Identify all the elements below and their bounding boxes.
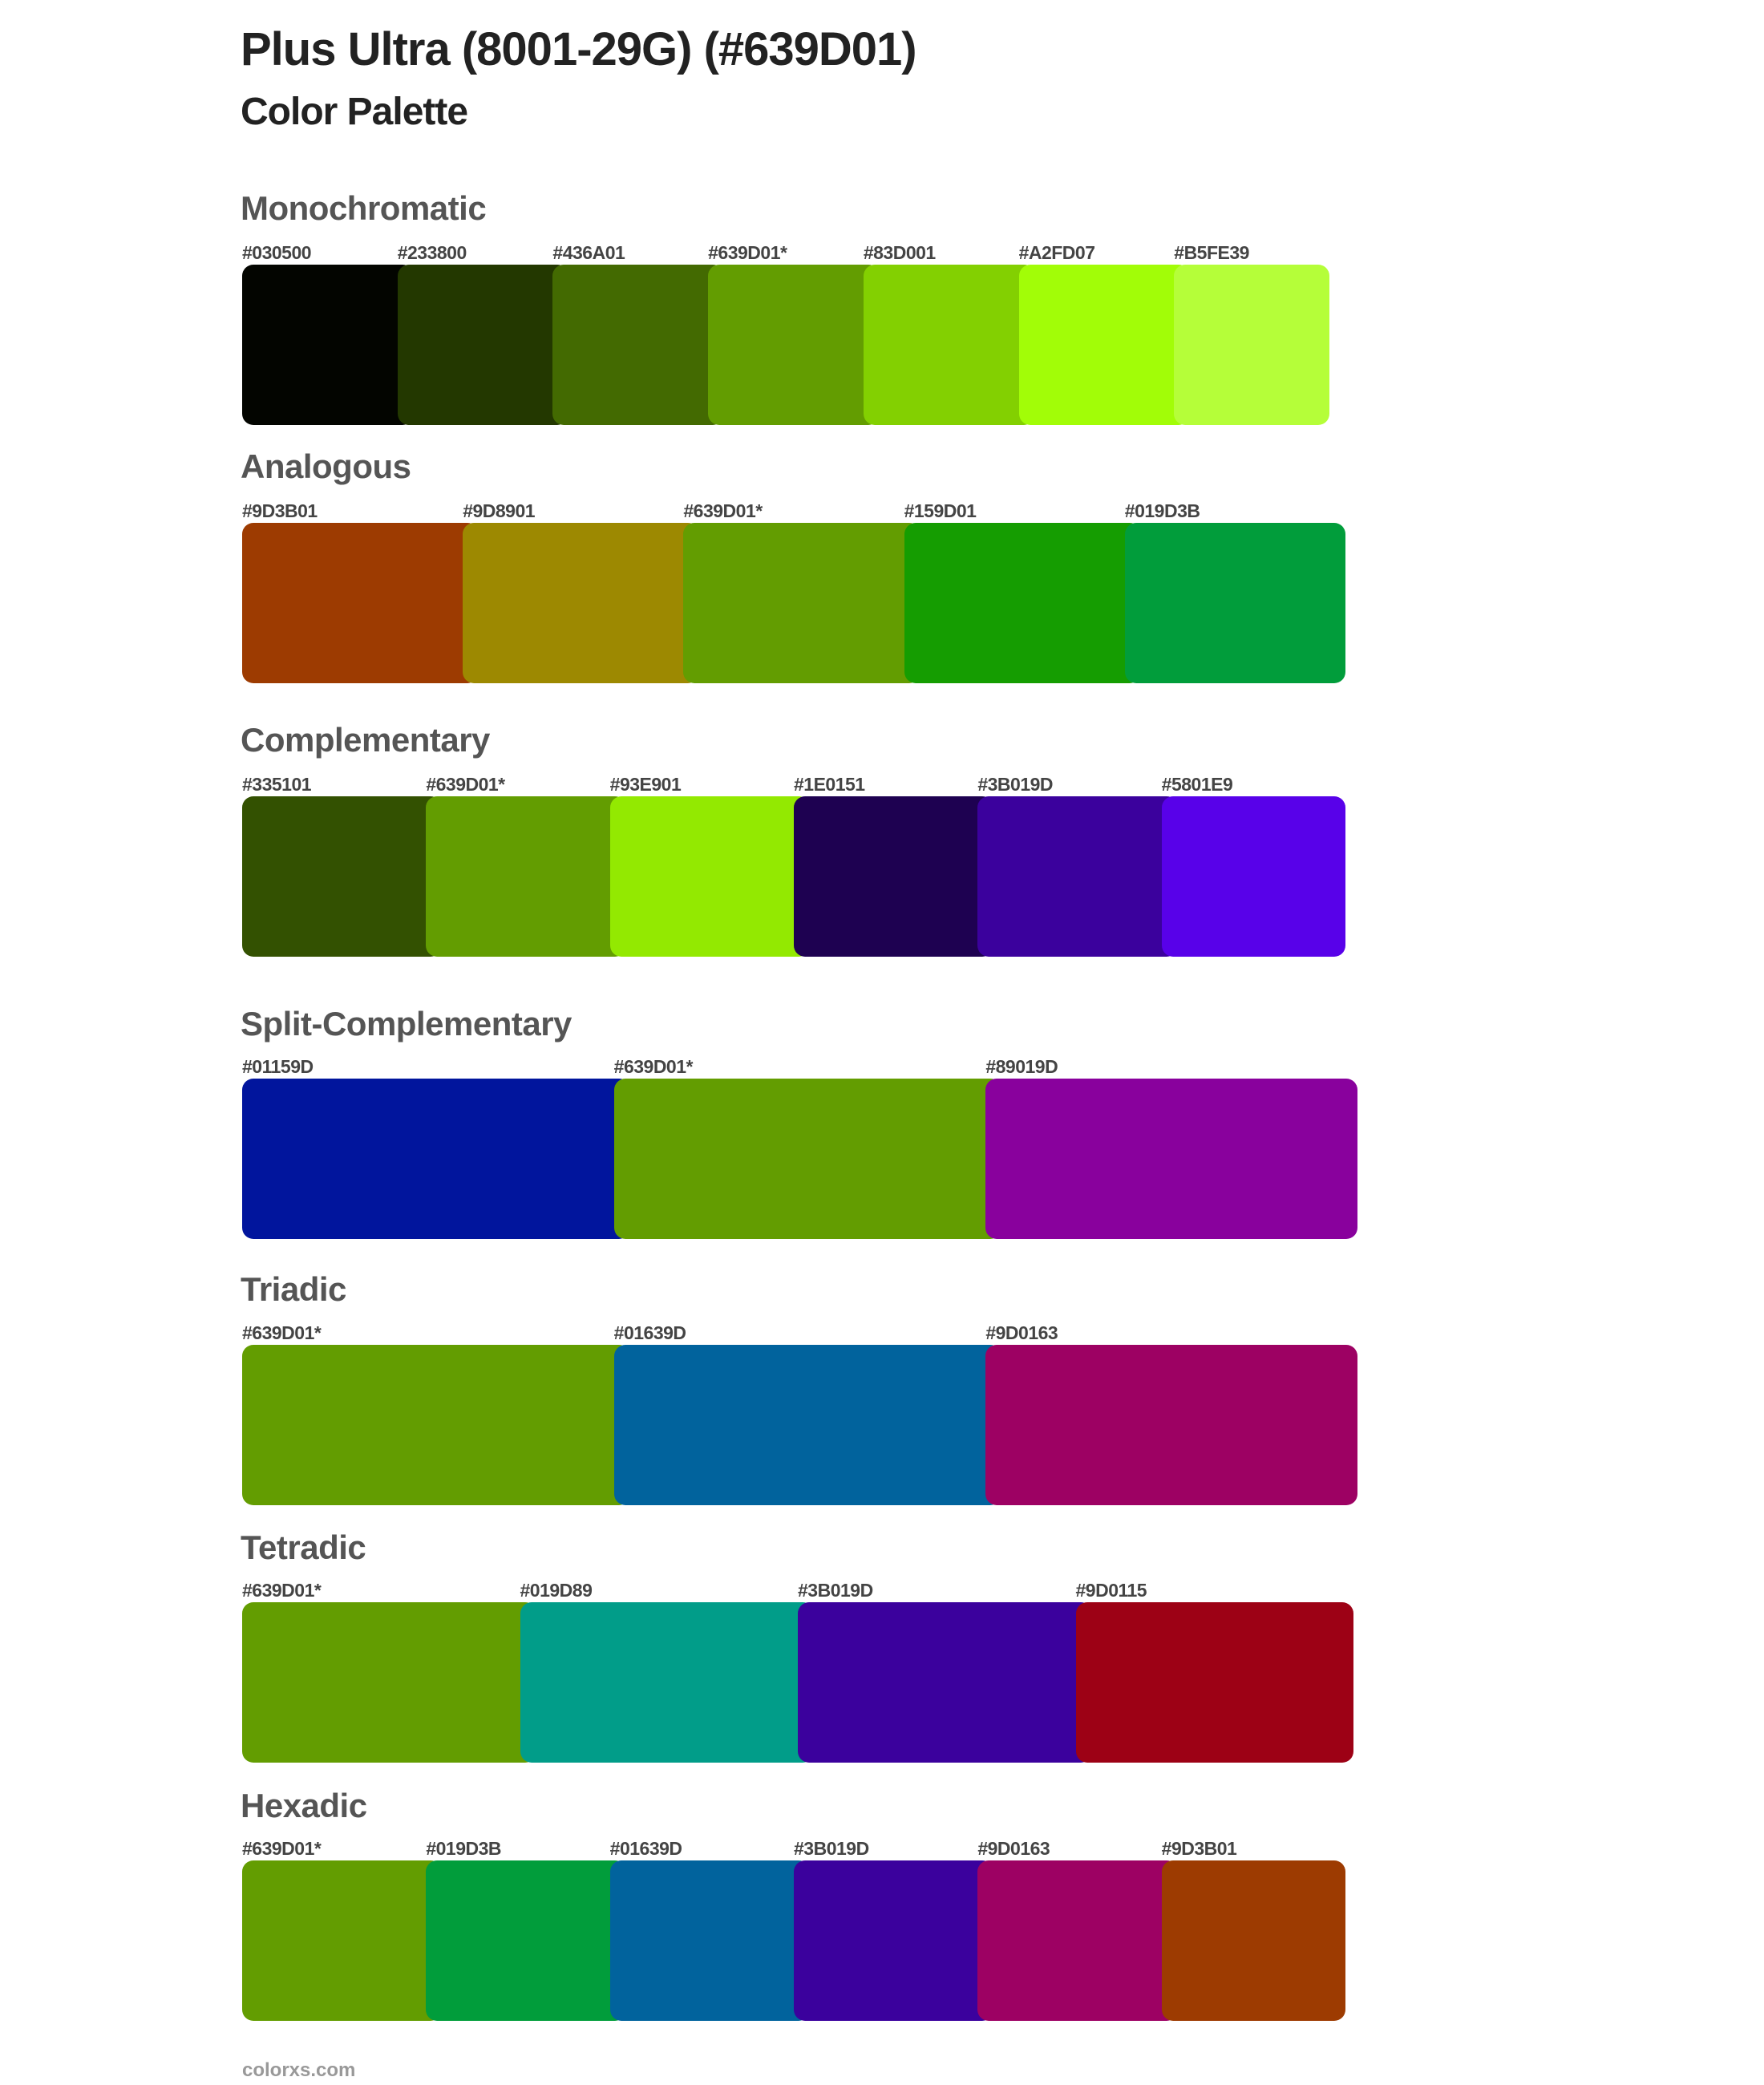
color-swatch[interactable] [520,1602,814,1763]
color-swatch[interactable] [683,523,920,683]
swatch-label: #9D3B01 [1161,1838,1237,1859]
section-heading: Triadic [241,1270,346,1308]
color-swatch[interactable] [242,1860,443,2021]
color-swatch[interactable] [977,1860,1178,2021]
page-title: Plus Ultra (8001-29G) (#639D01) [241,23,917,75]
swatch-label: #89019D [985,1056,1058,1077]
swatch-label: #9D0115 [1075,1580,1147,1601]
color-swatch[interactable] [463,523,700,683]
footer-link[interactable]: colorxs.com [242,2059,356,2081]
swatch-label: #436A01 [552,242,625,263]
swatch-label: #639D01* [683,500,763,521]
swatch-label: #639D01* [242,1322,322,1343]
swatch-label: #9D3B01 [242,500,318,521]
swatch-label: #9D0163 [977,1838,1050,1859]
section-heading: Monochromatic [241,189,487,227]
color-swatch[interactable] [1075,1602,1353,1763]
swatch-label: #01639D [613,1322,686,1343]
swatch-label: #019D3B [1124,500,1200,521]
page-subtitle: Color Palette [241,91,468,133]
swatch-label: #01639D [609,1838,682,1859]
swatch-label: #159D01 [904,500,977,521]
color-swatch[interactable] [242,523,479,683]
swatch-label: #233800 [397,242,467,263]
swatch-label: #3B019D [977,774,1054,795]
color-swatch[interactable] [242,1602,536,1763]
swatch-label: #030500 [242,242,312,263]
color-swatch[interactable] [552,265,725,425]
color-swatch[interactable] [609,796,810,957]
swatch-label: #639D01* [613,1056,694,1077]
swatch-label: #9D8901 [463,500,536,521]
color-swatch[interactable] [794,1860,994,2021]
color-swatch[interactable] [904,523,1141,683]
swatch-label: #1E0151 [794,774,865,795]
color-swatch[interactable] [609,1860,810,2021]
color-swatch[interactable] [242,1345,630,1505]
color-swatch[interactable] [985,1079,1357,1239]
color-swatch[interactable] [613,1345,1002,1505]
section-heading: Hexadic [241,1787,367,1824]
swatch-label: #83D001 [863,242,936,263]
swatch-label: #019D89 [520,1580,593,1601]
swatch-label: #3B019D [794,1838,869,1859]
color-swatch[interactable] [1124,523,1345,683]
swatch-label: #639D01* [242,1580,322,1601]
swatch-label: #335101 [242,774,312,795]
color-swatch[interactable] [242,265,414,425]
swatch-label: #639D01* [242,1838,322,1859]
color-swatch[interactable] [242,1079,630,1239]
color-swatch[interactable] [426,796,626,957]
color-swatch[interactable] [1161,1860,1345,2021]
swatch-label: #639D01* [708,242,787,263]
swatch-label: #9D0163 [985,1322,1058,1343]
swatch-label: #01159D [242,1056,314,1077]
section-heading: Split-Complementary [241,1005,572,1042]
swatch-label: #3B019D [798,1580,873,1601]
color-swatch[interactable] [1018,265,1191,425]
color-swatch[interactable] [985,1345,1357,1505]
color-swatch[interactable] [794,796,994,957]
color-swatch[interactable] [397,265,569,425]
swatch-label: #639D01* [426,774,505,795]
swatch-label: #5801E9 [1161,774,1233,795]
color-swatch[interactable] [708,265,880,425]
color-swatch[interactable] [426,1860,626,2021]
color-swatch[interactable] [613,1079,1002,1239]
color-swatch[interactable] [798,1602,1092,1763]
color-swatch[interactable] [1174,265,1329,425]
swatch-label: #B5FE39 [1174,242,1249,263]
swatch-label: #A2FD07 [1018,242,1095,263]
section-heading: Analogous [241,447,411,485]
color-swatch[interactable] [242,796,443,957]
section-heading: Tetradic [241,1528,366,1566]
swatch-label: #93E901 [609,774,682,795]
color-swatch[interactable] [1161,796,1345,957]
section-heading: Complementary [241,721,490,759]
swatch-label: #019D3B [426,1838,502,1859]
color-swatch[interactable] [977,796,1178,957]
color-swatch[interactable] [863,265,1035,425]
